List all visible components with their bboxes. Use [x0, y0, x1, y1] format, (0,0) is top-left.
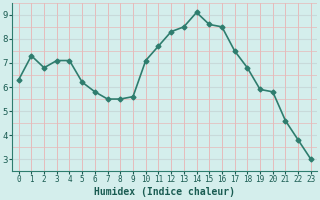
X-axis label: Humidex (Indice chaleur): Humidex (Indice chaleur) — [94, 187, 235, 197]
